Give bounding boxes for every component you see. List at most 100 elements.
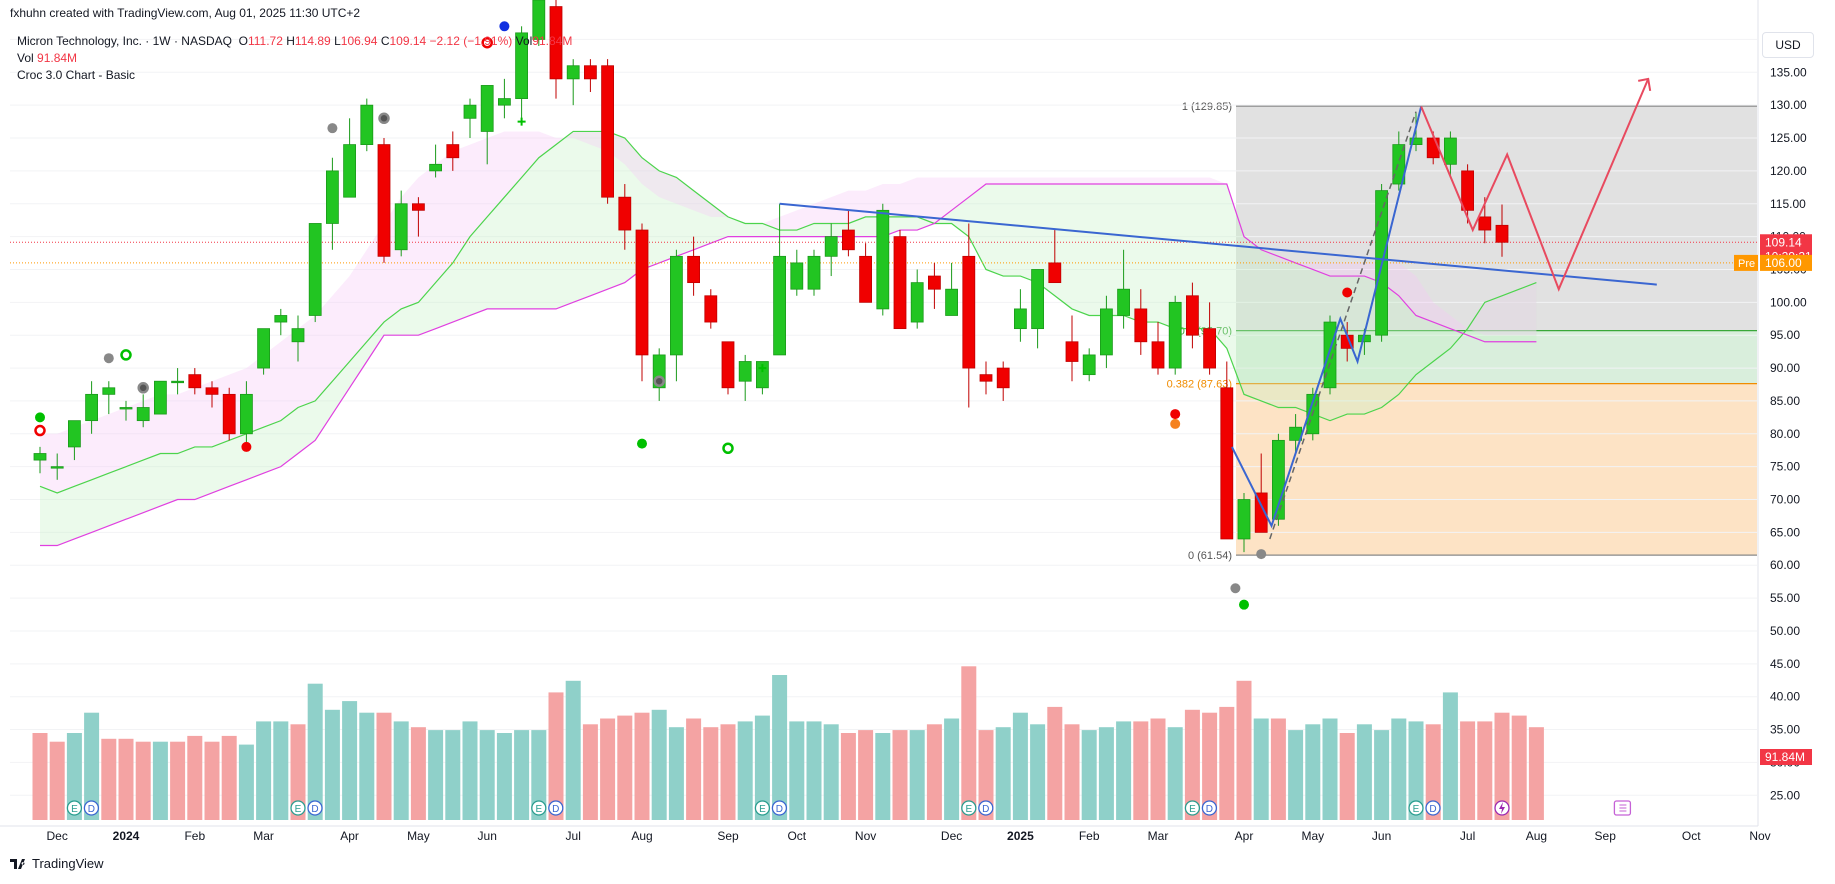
symbol-name[interactable]: Micron Technology, Inc. · 1W · NASDAQ xyxy=(17,34,232,48)
volume-bar xyxy=(892,730,908,820)
last-price-value: 109.14 xyxy=(1765,235,1802,249)
volume-legend: Vol 91.84M xyxy=(17,51,77,65)
signal-ring xyxy=(722,442,734,454)
signal-plus xyxy=(638,298,646,307)
signal-ring xyxy=(378,112,390,125)
time-tick-label: May xyxy=(1301,829,1324,843)
volume-bar xyxy=(995,727,1011,820)
candle-body xyxy=(343,144,357,198)
indicator-legend[interactable]: Croc 3.0 Chart - Basic xyxy=(17,68,136,82)
volume-bar xyxy=(634,712,650,820)
volume-bar xyxy=(49,741,65,820)
time-tick-label: Nov xyxy=(855,829,876,843)
event-marker-icon xyxy=(1425,800,1441,816)
signal-ring xyxy=(481,36,493,49)
candle-body xyxy=(773,255,786,356)
price-tick-label: 35.00 xyxy=(1770,723,1800,737)
candle-body xyxy=(33,453,47,461)
candle-body xyxy=(291,328,305,343)
volume-bar xyxy=(118,738,134,820)
volume-bar xyxy=(1081,730,1097,820)
fib-level-label: 1 (129.85) xyxy=(1182,101,1232,113)
signal-plus xyxy=(758,364,767,373)
price-tick-label: 65.00 xyxy=(1770,525,1800,539)
time-tick-label: Mar xyxy=(253,829,274,843)
signal-dot xyxy=(1342,287,1353,298)
candle-body xyxy=(480,85,494,132)
volume-bar xyxy=(66,733,82,820)
time-tick-label: Jul xyxy=(1460,829,1475,843)
volume-bar xyxy=(686,718,702,820)
low-label: L xyxy=(334,34,341,48)
price-tick-label: 85.00 xyxy=(1770,394,1800,408)
volume-bar xyxy=(548,692,564,820)
candle-body xyxy=(1254,492,1268,533)
candle-body xyxy=(790,262,804,290)
price-tick-label: 55.00 xyxy=(1770,591,1800,605)
event-marker-icon xyxy=(961,800,977,816)
candle-body xyxy=(394,203,408,251)
price-tick-label: 90.00 xyxy=(1770,361,1800,375)
time-tick-label: Jul xyxy=(566,829,581,843)
chart-credit: fxhuhn created with TradingView.com, Aug… xyxy=(10,6,361,20)
signal-dot xyxy=(1230,583,1241,594)
candle-body xyxy=(446,144,460,159)
volume-bar xyxy=(462,721,478,820)
event-marker-label: E xyxy=(71,804,78,815)
event-marker-icon xyxy=(548,800,564,816)
time-tick-label: Apr xyxy=(1235,829,1254,843)
candle-body xyxy=(601,65,614,198)
signal-ring xyxy=(653,375,665,387)
volume-bar xyxy=(961,666,977,820)
event-marker-icon xyxy=(83,800,100,816)
time-tick-label: Aug xyxy=(631,829,652,843)
volume-badge-value: 91.84M xyxy=(1765,750,1805,764)
candle-body xyxy=(979,374,993,382)
currency-button[interactable]: USD xyxy=(1762,32,1814,58)
upcoming-earnings-lines xyxy=(1619,804,1627,812)
volume-bar xyxy=(1305,724,1321,820)
volume-bar xyxy=(1494,712,1510,820)
signal-ring xyxy=(120,349,132,361)
volume-bar xyxy=(514,730,530,820)
volume-bar xyxy=(1098,727,1114,820)
candle-body xyxy=(738,361,752,382)
candle-body xyxy=(859,255,872,303)
candle-body xyxy=(102,387,116,395)
volume-bar xyxy=(772,675,788,820)
time-tick-label: Sep xyxy=(1595,829,1617,843)
candle-body xyxy=(205,387,219,395)
candle-body xyxy=(635,229,649,356)
pre-price-value: 106.00 xyxy=(1765,256,1802,270)
signal-dot xyxy=(241,441,252,452)
candle-body xyxy=(584,65,597,80)
volume-bar xyxy=(1253,718,1269,820)
candle-body xyxy=(704,295,718,323)
volume-bar xyxy=(101,738,117,820)
volume-bar xyxy=(840,733,856,820)
time-axis: Dec 2024 Feb Mar Apr May Jun Jul Aug Sep Oct Nov Dec… xyxy=(0,825,1771,843)
projection-path xyxy=(1420,78,1650,292)
candle-body xyxy=(119,407,133,410)
time-tick-label: Jun xyxy=(478,829,497,843)
candles xyxy=(33,0,1509,553)
volume-bar xyxy=(1374,730,1390,820)
volume-bar xyxy=(393,721,409,820)
fib-level-label: 0 (61.54) xyxy=(1188,550,1232,562)
volume-bar xyxy=(909,730,925,820)
volume-bar xyxy=(1047,706,1063,820)
volume-bar xyxy=(668,727,684,820)
event-marker-icon xyxy=(1184,800,1201,816)
time-tick-label: 2025 xyxy=(1007,829,1034,843)
candle-body xyxy=(515,32,528,99)
volume-bar xyxy=(170,741,186,820)
event-marker-icon xyxy=(290,800,306,816)
candle-body xyxy=(670,255,683,356)
volume-legend-label[interactable]: Vol xyxy=(17,51,34,65)
candle-body xyxy=(910,282,924,323)
cloud xyxy=(39,130,1537,547)
candle-body xyxy=(618,196,632,231)
candle-body xyxy=(549,6,563,80)
candle-body xyxy=(1065,341,1079,362)
